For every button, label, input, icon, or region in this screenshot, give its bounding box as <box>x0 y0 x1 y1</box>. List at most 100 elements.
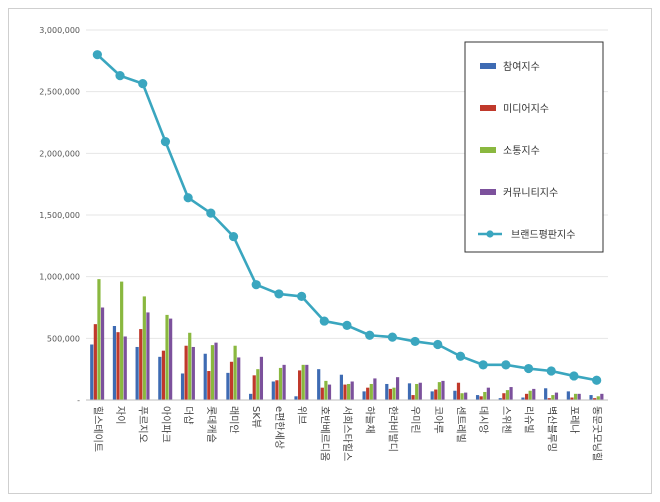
bar-4-2 <box>123 336 127 400</box>
bar-2-14 <box>388 388 392 400</box>
bar-3-21 <box>551 395 555 400</box>
category-label: 센트레빌 <box>454 406 466 443</box>
bar-4-14 <box>395 377 400 400</box>
bar-1-15 <box>407 383 412 400</box>
bar-4-15 <box>418 382 422 400</box>
bar-4-18 <box>486 387 490 400</box>
category-label: 자이 <box>114 406 126 424</box>
line-point-20 <box>523 363 534 374</box>
bar-1-7 <box>226 372 230 400</box>
bar-4-6 <box>214 342 218 400</box>
legend-swatch <box>480 105 496 111</box>
line-point-2 <box>115 71 125 81</box>
category-label: 하늘채 <box>364 406 377 434</box>
bar-1-2 <box>112 326 117 400</box>
legend-label: 커뮤니티지수 <box>503 187 558 199</box>
bar-3-11 <box>324 380 328 400</box>
bar-3-18 <box>483 391 487 400</box>
bar-1-20 <box>521 397 525 400</box>
bar-2-2 <box>116 332 120 400</box>
bar-2-18 <box>479 396 483 400</box>
line-point-22 <box>569 371 579 381</box>
bar-4-1 <box>100 307 105 400</box>
bar-4-16 <box>441 380 445 400</box>
bar-3-16 <box>437 382 441 400</box>
line-point-11 <box>319 316 329 326</box>
bar-2-12 <box>343 384 347 400</box>
bar-4-4 <box>169 318 173 400</box>
bar-2-21 <box>547 398 551 400</box>
bar-3-12 <box>347 383 351 400</box>
bar-3-9 <box>278 367 283 400</box>
bar-3-19 <box>505 390 510 400</box>
legend-swatch <box>480 189 496 195</box>
line-point-7 <box>228 231 239 242</box>
bar-3-7 <box>233 345 237 400</box>
bar-4-13 <box>373 378 377 400</box>
category-label: 스위첸 <box>500 406 513 434</box>
category-label: 롯데캐슬 <box>205 406 217 443</box>
bar-2-9 <box>275 380 279 400</box>
category-label: 데시앙 <box>477 406 489 434</box>
bar-3-2 <box>120 281 124 400</box>
bar-3-20 <box>528 390 532 400</box>
bar-3-3 <box>142 296 146 400</box>
category-label: 푸르지오 <box>137 406 149 443</box>
bar-1-21 <box>544 388 548 400</box>
line-point-14 <box>387 332 397 342</box>
y-tick-label: 500,000 <box>47 334 80 343</box>
category-label: 우미린 <box>409 406 421 434</box>
line-point-6 <box>206 208 216 218</box>
bar-4-19 <box>509 387 513 400</box>
bar-1-9 <box>271 381 275 400</box>
bar-3-8 <box>256 369 260 400</box>
bar-1-5 <box>180 373 185 400</box>
line-series <box>92 50 602 385</box>
bar-1-6 <box>203 353 207 400</box>
bar-1-13 <box>362 391 366 400</box>
bar-3-6 <box>210 345 215 400</box>
bar-3-22 <box>573 393 578 400</box>
bar-2-16 <box>434 389 438 400</box>
bar-4-7 <box>237 357 241 400</box>
bar-1-17 <box>453 390 457 400</box>
bar-1-16 <box>430 391 434 400</box>
bar-2-3 <box>139 329 143 400</box>
legend-swatch <box>480 63 496 69</box>
line-point-13 <box>365 330 375 340</box>
bar-3-10 <box>301 364 305 400</box>
y-tick-label: 1,500,000 <box>39 211 80 220</box>
category-label: 아이파크 <box>159 406 171 443</box>
bar-2-20 <box>524 393 529 400</box>
category-label: 래미안 <box>228 406 240 434</box>
bar-1-3 <box>135 346 139 400</box>
line-point-21 <box>546 366 556 376</box>
y-axis-ticks: - 500,000 1,000,000 1,500,000 2,000,000 2,500… <box>39 26 80 405</box>
bar-1-1 <box>90 344 94 400</box>
line-point-15 <box>410 336 420 347</box>
bar-4-17 <box>464 392 468 400</box>
line-point-8 <box>251 280 261 290</box>
line-point-17 <box>455 351 466 361</box>
category-label: 한라비발디 <box>386 406 398 452</box>
gridlines <box>86 29 608 339</box>
bar-1-12 <box>339 374 343 400</box>
bar-2-11 <box>320 387 324 400</box>
line-point-23 <box>592 375 602 385</box>
bar-2-4 <box>161 350 166 400</box>
line-point-18 <box>478 360 488 370</box>
bar-4-12 <box>350 381 354 400</box>
bar-1-8 <box>249 393 253 400</box>
bar-3-14 <box>392 387 396 400</box>
bar-1-19 <box>498 398 502 400</box>
bar-2-19 <box>502 393 506 400</box>
bar-2-6 <box>207 371 211 400</box>
line-point-9 <box>274 289 284 299</box>
bar-2-7 <box>229 361 234 400</box>
bar-4-23 <box>600 393 604 400</box>
bar-2-23 <box>593 398 597 400</box>
line-point-16 <box>433 339 443 350</box>
line-point-4 <box>160 137 171 147</box>
bar-3-15 <box>415 383 419 400</box>
